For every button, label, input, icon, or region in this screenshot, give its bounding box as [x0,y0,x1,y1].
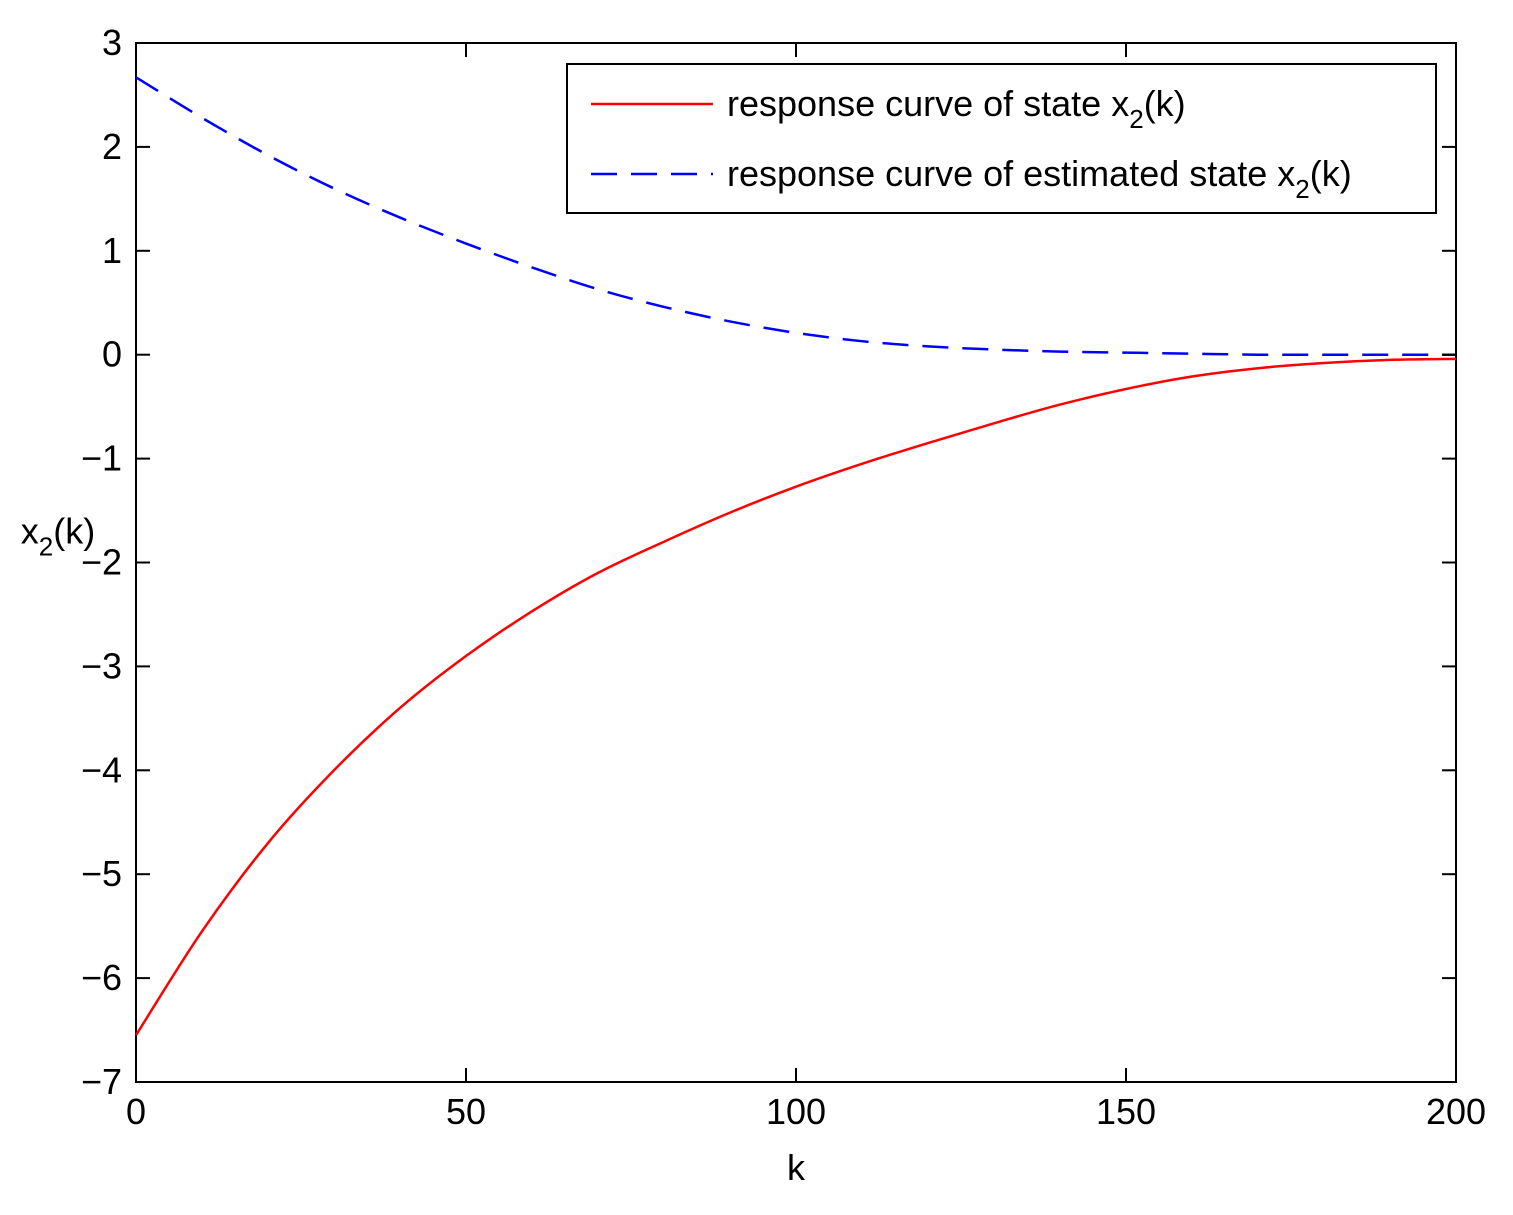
y-tick-label: 1 [102,230,122,271]
y-tick-label: −2 [81,542,122,583]
legend-label-state-sub: 2 [1129,104,1143,134]
legend-label-estimated: response curve of estimated state x2(k) [727,153,1352,204]
legend-label-state-suffix: (k) [1144,83,1186,124]
y-tick-label: −5 [81,853,122,894]
x-tick-label: 0 [126,1091,146,1132]
series-line-estimated [135,76,1456,357]
ticks: 0 50 100 150 200 3 2 1 0 −1 −2 −3 −4 −5 −6 −7 [81,22,1486,1132]
y-tick-label: −3 [81,645,122,686]
y-tick-label: 2 [102,126,122,167]
x-tick-label: 50 [446,1091,486,1132]
legend: response curve of state x2(k) response c… [566,63,1437,214]
x-tick-label: 200 [1426,1091,1486,1132]
y-axis-label-suffix: (k) [53,510,95,551]
legend-label-estimated-sub: 2 [1295,174,1309,204]
y-tick-label: 0 [102,334,122,375]
y-axis-label-sub: 2 [39,531,53,561]
x-tick-label: 150 [1096,1091,1156,1132]
x-axis-label: k [787,1147,806,1188]
legend-label-estimated-base: response curve of estimated state x [727,153,1295,194]
y-tick-label: 3 [102,22,122,63]
x-tick-label: 100 [766,1091,826,1132]
y-tick-label: −6 [81,957,122,998]
legend-label-state: response curve of state x2(k) [727,83,1186,134]
y-axis-label-base: x [21,510,39,551]
y-axis-label: x2(k) [21,510,95,561]
y-tick-label: −1 [81,438,122,479]
y-tick-label: −4 [81,749,122,790]
y-tick-label: −7 [81,1061,122,1102]
legend-label-estimated-suffix: (k) [1310,153,1352,194]
series-line-state [134,357,1457,1036]
legend-label-state-base: response curve of state x [727,83,1129,124]
series-group [134,76,1457,1036]
legend-box [566,63,1437,214]
